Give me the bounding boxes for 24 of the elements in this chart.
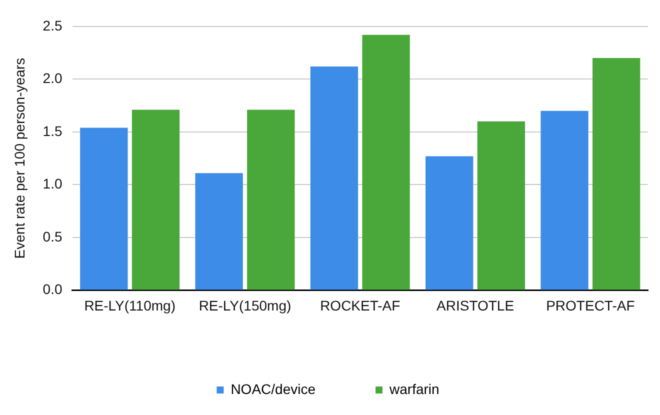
y-tick-label: 1.5 bbox=[42, 122, 62, 139]
x-tick-label: ROCKET-AF bbox=[320, 297, 400, 314]
y-tick-label: 2.0 bbox=[42, 70, 62, 86]
bar bbox=[592, 58, 640, 290]
x-tick-label: PROTECT-AF bbox=[546, 297, 635, 314]
bar bbox=[540, 110, 588, 290]
bar bbox=[477, 121, 526, 290]
bar bbox=[80, 128, 128, 290]
x-tick-label: RE-LY(110mg) bbox=[84, 297, 176, 314]
y-axis-title: Event rate per 100 person-years bbox=[11, 58, 28, 259]
y-tick-label: 1.0 bbox=[42, 176, 62, 192]
x-tick-label: RE-LY(150mg) bbox=[198, 297, 292, 314]
x-tick-label: ARISTOTLE bbox=[436, 297, 514, 314]
bar bbox=[426, 156, 474, 290]
y-tick-label: 2.5 bbox=[42, 17, 62, 34]
bar bbox=[310, 66, 358, 290]
bar bbox=[247, 110, 295, 290]
bar bbox=[132, 110, 180, 290]
legend-label: NOAC/device bbox=[230, 380, 316, 397]
legend-label: warfarin bbox=[388, 380, 440, 397]
bar bbox=[362, 34, 410, 290]
y-tick-label: 0.5 bbox=[42, 228, 62, 244]
bar bbox=[195, 173, 243, 290]
y-tick-label: 0.0 bbox=[42, 281, 62, 298]
